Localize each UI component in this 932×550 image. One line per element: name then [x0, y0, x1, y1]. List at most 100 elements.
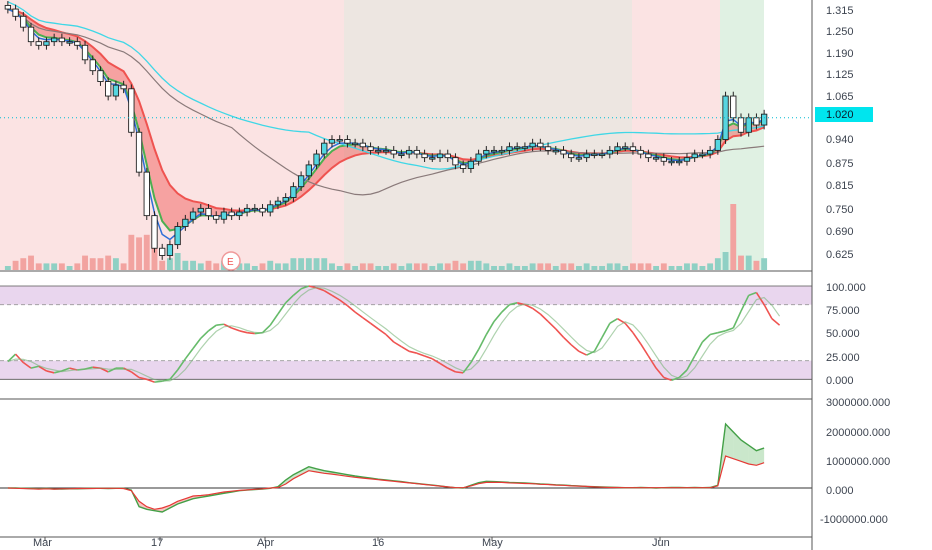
volume-bar	[190, 260, 197, 270]
stochastic-k-segment	[184, 348, 194, 360]
candle-body	[722, 95, 729, 140]
candle-body	[668, 160, 675, 164]
candle-body	[367, 146, 374, 151]
candle-body	[120, 84, 127, 90]
stochastic-k-segment	[663, 376, 672, 382]
candle-body	[4, 4, 12, 10]
candle-body	[421, 153, 428, 159]
osc-tick: 3000000.000	[826, 397, 890, 409]
volume-bar	[413, 263, 420, 270]
candle-body	[406, 149, 413, 155]
stochastic-d-line	[7, 286, 781, 382]
price-tick: 1.315	[826, 5, 854, 17]
volume-bar	[182, 260, 189, 270]
stochastic-k-segment	[632, 332, 642, 345]
volume-bar	[120, 263, 127, 270]
stochastic-k-segment	[285, 294, 294, 304]
candle-body	[645, 153, 652, 159]
volume-bar	[575, 266, 582, 270]
candle-body	[297, 175, 305, 188]
volume-bar	[498, 266, 505, 270]
stochastic-k-segment	[408, 350, 418, 354]
stochastic-k-segment	[38, 365, 47, 372]
oscillator-axis[interactable]: 3000000.000 2000000.000 1000000.000 0.00…	[820, 397, 890, 526]
price-tick: 0.815	[826, 180, 854, 192]
trend-background-region	[344, 0, 632, 270]
candle-body	[43, 41, 50, 46]
oscillator-fill-segment	[756, 448, 765, 466]
candle-body	[305, 164, 312, 177]
volume-bar	[622, 266, 629, 270]
oscillator-fill-segment	[748, 445, 757, 466]
stochastic-k-segment	[208, 324, 217, 332]
volume-bar	[298, 258, 305, 270]
candle-body	[413, 149, 421, 155]
candle-body	[112, 84, 120, 97]
price-pane[interactable]	[0, 0, 812, 270]
stochastic-k-segment	[130, 371, 140, 379]
stochastic-k-segment	[146, 378, 155, 383]
volume-bar	[684, 263, 690, 270]
price-tick: 1.250	[826, 26, 854, 38]
volume-bar	[290, 258, 297, 270]
volume-bar	[352, 266, 359, 270]
volume-bar	[136, 237, 142, 270]
stochastic-k-segment	[570, 344, 580, 352]
stochastic-k-segment	[176, 358, 187, 371]
volume-bar	[429, 266, 436, 270]
stochastic-k-segment	[216, 323, 225, 326]
stochastic-k-segment	[323, 289, 333, 297]
volume-bar	[197, 263, 204, 270]
stochastic-k-segment	[277, 302, 287, 315]
current-price-label: 1.020	[826, 109, 854, 121]
earnings-marker[interactable]: E	[221, 251, 241, 271]
volume-bar	[645, 263, 652, 270]
cyan-moving-average	[7, 1, 765, 170]
stochastic-k-segment	[624, 322, 634, 334]
stochastic-k-segment	[14, 353, 24, 364]
volume-bar	[591, 266, 598, 270]
candle-body	[676, 160, 683, 164]
price-tick: 0.750	[826, 204, 854, 216]
candle-body	[490, 149, 498, 153]
osc-tick: 2000000.000	[826, 427, 890, 439]
volume-bar	[529, 263, 536, 270]
stochastic-k-segment	[509, 302, 518, 306]
stochastic-k-segment	[477, 334, 488, 350]
candle-body	[606, 149, 613, 155]
candle-body	[460, 164, 467, 169]
volume-bar	[313, 258, 320, 270]
stochastic-k-segment	[593, 336, 603, 352]
stoch-tick: 50.000	[826, 328, 860, 340]
stochastic-axis[interactable]: 100.000 75.000 50.000 25.000 0.000	[826, 282, 866, 387]
stochastic-k-segment	[470, 349, 480, 363]
price-tick: 1.125	[826, 69, 854, 81]
candle-body	[35, 41, 42, 46]
candle-body	[683, 157, 691, 162]
time-axis[interactable]: Mar 17 Apr 16 May Jun	[33, 537, 670, 549]
candle-body	[537, 142, 544, 148]
volume-bar	[336, 266, 343, 270]
stochastic-k-segment	[46, 370, 55, 374]
oscillator-pane[interactable]	[0, 400, 812, 536]
stochastic-k-segment	[339, 299, 348, 307]
candle-body	[452, 157, 459, 166]
candle-body	[575, 157, 583, 160]
price-axis[interactable]: 1.315 1.250 1.190 1.125 1.065 1.020 0.94…	[815, 5, 873, 261]
candle-body	[568, 153, 575, 159]
volume-bar	[89, 258, 96, 270]
stochastic-k-segment	[485, 321, 495, 335]
volume-bar	[506, 263, 513, 270]
volume-bar	[143, 234, 150, 270]
stochastic-k-segment	[61, 367, 70, 372]
volume-bar	[545, 263, 551, 270]
volume-bar	[35, 263, 42, 270]
current-price-badge	[815, 107, 873, 122]
trend-background-region	[632, 0, 720, 270]
volume-bar	[236, 263, 243, 270]
candle-body	[652, 157, 660, 160]
price-tick: 0.940	[826, 134, 854, 146]
stochastic-k-segment	[601, 322, 611, 338]
stochastic-pane[interactable]	[0, 272, 812, 398]
